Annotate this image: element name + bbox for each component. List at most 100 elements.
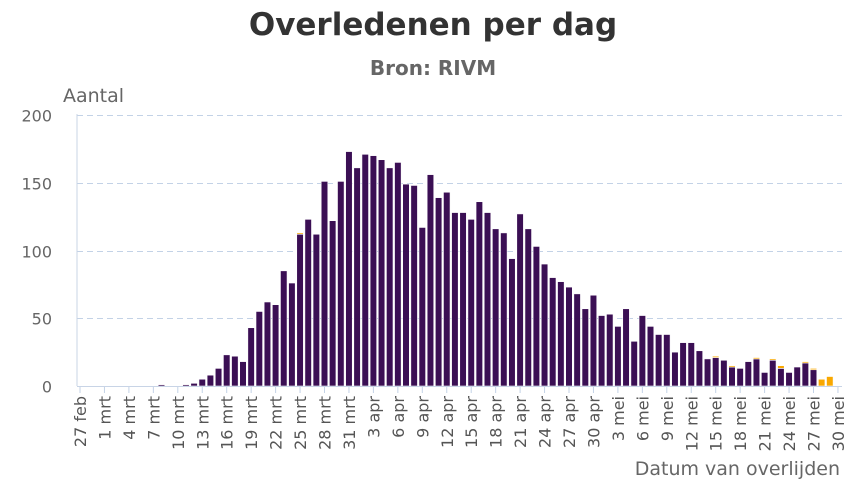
bar-58: [549, 277, 557, 387]
x-axis-label: Datum van overlijden: [635, 458, 840, 479]
bar-86: [777, 368, 785, 387]
bar-20: [239, 361, 247, 387]
bar-76: [695, 350, 703, 387]
x-tick-label: 3 mei: [609, 396, 628, 441]
bar-26: [288, 282, 296, 387]
bar-31: [329, 220, 337, 387]
bar-48: [467, 219, 475, 387]
y-tick-label: 100: [21, 243, 52, 262]
bars: [157, 151, 834, 387]
bar-52: [500, 232, 508, 387]
x-tick-label: 22 mrt: [267, 396, 286, 450]
x-tick-label: 3 apr: [364, 396, 383, 438]
x-tick-label: 27 apr: [560, 396, 579, 448]
bar-47: [459, 212, 467, 387]
bar-extra-92: [826, 376, 834, 387]
bar-88: [793, 366, 801, 387]
bar-extra-90: [809, 368, 818, 371]
x-tick-label: 12 apr: [438, 396, 457, 448]
y-tick-label: 200: [21, 107, 52, 126]
y-axis-ticks: 0 50 100 150 200: [21, 107, 52, 397]
x-tick-label: 31 mrt: [340, 396, 359, 450]
x-tick-label: 7 mrt: [144, 396, 163, 440]
bar-81: [736, 368, 744, 387]
x-tick-label: 15 mei: [707, 396, 726, 451]
bar-43: [426, 174, 435, 387]
bar-extra-89: [801, 361, 809, 364]
x-tick-label: 19 mrt: [242, 396, 261, 450]
bar-74: [679, 342, 687, 387]
bar-69: [638, 315, 646, 387]
bar-16: [206, 374, 215, 387]
bar-73: [671, 351, 679, 387]
bar-57: [540, 263, 549, 387]
chart-subtitle: Bron: RIVM: [370, 56, 496, 80]
bar-50: [483, 212, 492, 387]
bar-54: [516, 213, 524, 387]
x-tick-label: 10 mrt: [169, 396, 188, 450]
x-tick-label: 21 apr: [511, 396, 530, 448]
bar-10: [157, 384, 166, 387]
bar-53: [508, 258, 516, 387]
bar-37: [377, 159, 386, 387]
x-tick-label: 15 apr: [462, 396, 481, 448]
x-tick-label: 9 apr: [413, 396, 432, 438]
bar-90: [809, 369, 818, 387]
bar-22: [255, 311, 263, 387]
bar-38: [386, 167, 394, 387]
x-tick-label: 30 mei: [829, 396, 848, 451]
bar-77: [703, 358, 712, 387]
x-tick-label: 30 apr: [584, 396, 603, 448]
bar-84: [760, 372, 769, 387]
bar-30: [320, 181, 329, 387]
bar-extra-91: [818, 378, 826, 387]
bar-19: [231, 355, 239, 387]
bar-80: [728, 366, 736, 387]
x-tick-label: 18 apr: [487, 396, 506, 448]
bar-67: [622, 308, 630, 387]
bar-82: [744, 361, 752, 387]
bar-13: [182, 384, 190, 387]
bar-14: [190, 382, 198, 387]
x-tick-label: 24 apr: [536, 396, 555, 448]
bar-65: [606, 313, 614, 387]
bar-extra-80: [728, 365, 736, 368]
x-tick-label: 24 mei: [780, 396, 799, 451]
bar-23: [263, 301, 272, 387]
bar-49: [475, 201, 483, 387]
x-tick-label: 27 mei: [805, 396, 824, 451]
bar-25: [280, 270, 288, 387]
bar-83: [752, 358, 761, 387]
bar-55: [524, 228, 532, 387]
bar-45: [443, 191, 451, 387]
bar-17: [214, 368, 223, 387]
bar-34: [353, 167, 361, 387]
bar-27: [296, 233, 304, 387]
bar-40: [402, 183, 410, 387]
bar-78: [712, 357, 720, 387]
x-tick-label: 4 mrt: [120, 396, 139, 440]
bar-35: [361, 153, 369, 387]
bar-46: [451, 212, 459, 387]
bar-71: [655, 334, 663, 387]
x-tick-label: 6 apr: [389, 396, 408, 438]
x-tick-label: 16 mrt: [218, 396, 237, 450]
bar-32: [337, 181, 345, 387]
x-tick-label: 18 mei: [731, 396, 750, 451]
bar-15: [198, 378, 206, 387]
x-tick-label: 25 mrt: [291, 396, 310, 450]
y-tick-label: 150: [21, 175, 52, 194]
bar-64: [597, 315, 606, 387]
chart-title: Overledenen per dag: [249, 7, 617, 43]
bar-36: [369, 155, 378, 387]
bar-60: [565, 286, 573, 387]
x-tick-label: 21 mei: [756, 396, 775, 451]
x-tick-label: 13 mrt: [193, 396, 212, 450]
bar-56: [532, 246, 540, 387]
bar-39: [394, 162, 402, 387]
bar-62: [581, 308, 589, 387]
bar-66: [614, 326, 622, 387]
bar-extra-83: [752, 357, 761, 360]
bar-70: [646, 326, 655, 387]
